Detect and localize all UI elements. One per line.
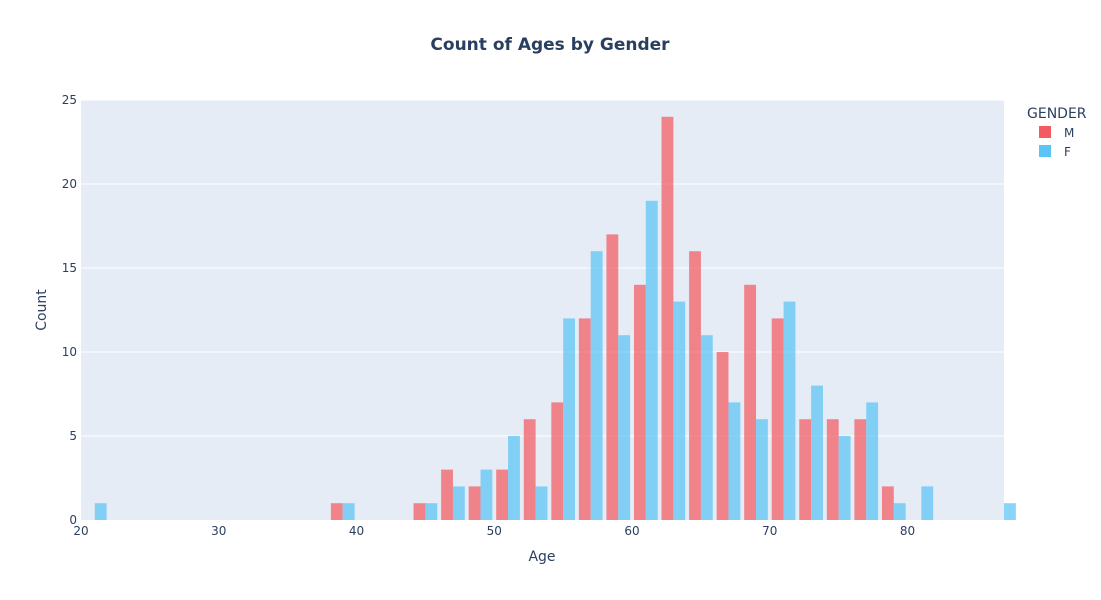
bar-m-44[interactable] <box>413 503 426 520</box>
bar-m-46[interactable] <box>441 469 453 520</box>
bar-f-56[interactable] <box>590 251 603 520</box>
bar-m-72[interactable] <box>799 419 812 520</box>
bar-f-80[interactable] <box>921 486 934 520</box>
legend-title: GENDER <box>1027 106 1087 122</box>
y-axis-ticks: 0 5 10 15 20 25 <box>62 93 77 527</box>
bar-m-70[interactable] <box>771 318 784 520</box>
legend-label-f: F <box>1064 145 1071 159</box>
x-axis-label: Age <box>528 549 555 565</box>
bar-f-72[interactable] <box>811 385 823 520</box>
bar-m-60[interactable] <box>633 284 646 520</box>
legend-label-m: M <box>1064 126 1074 140</box>
legend-item-m[interactable]: M <box>1039 126 1074 140</box>
bar-m-50[interactable] <box>496 469 509 520</box>
chart-title: Count of Ages by Gender <box>430 35 670 55</box>
bar-m-78[interactable] <box>881 486 894 520</box>
bar-f-50[interactable] <box>508 436 520 520</box>
bar-f-52[interactable] <box>535 486 548 520</box>
legend-item-f[interactable]: F <box>1039 145 1071 159</box>
legend-swatch-m <box>1039 126 1051 138</box>
bar-m-54[interactable] <box>551 402 564 520</box>
y-tick-label: 10 <box>62 345 77 359</box>
bar-m-58[interactable] <box>606 234 619 520</box>
y-tick-label: 0 <box>69 513 77 527</box>
x-tick-label: 60 <box>624 524 639 538</box>
x-tick-label: 70 <box>762 524 777 538</box>
bar-m-76[interactable] <box>854 419 867 520</box>
bar-f-20[interactable] <box>94 503 107 520</box>
bar-m-62[interactable] <box>661 116 674 521</box>
bar-f-74[interactable] <box>838 436 851 520</box>
y-tick-label: 5 <box>69 429 77 443</box>
bar-m-68[interactable] <box>744 284 757 520</box>
x-tick-label: 30 <box>211 524 226 538</box>
y-axis-label: Count <box>34 289 50 331</box>
bar-m-64[interactable] <box>689 251 701 520</box>
bar-f-66[interactable] <box>728 402 741 520</box>
x-tick-label: 40 <box>349 524 364 538</box>
bar-f-62[interactable] <box>673 301 686 520</box>
bar-m-52[interactable] <box>523 419 536 520</box>
bar-f-70[interactable] <box>783 301 796 520</box>
bar-f-68[interactable] <box>756 419 768 520</box>
bar-m-38[interactable] <box>330 503 343 520</box>
x-tick-label: 80 <box>900 524 915 538</box>
bar-f-38[interactable] <box>342 503 355 520</box>
bar-f-76[interactable] <box>866 402 879 520</box>
x-tick-label: 20 <box>73 524 88 538</box>
x-tick-label: 50 <box>487 524 502 538</box>
bar-m-66[interactable] <box>716 352 729 520</box>
bar-f-60[interactable] <box>645 200 658 521</box>
y-tick-label: 15 <box>62 261 77 275</box>
bar-m-74[interactable] <box>826 419 839 520</box>
bar-f-58[interactable] <box>618 335 631 520</box>
legend-swatch-f <box>1039 145 1051 157</box>
bar-m-48[interactable] <box>468 486 481 520</box>
bars <box>94 116 1016 521</box>
y-tick-label: 25 <box>62 93 77 107</box>
bar-m-56[interactable] <box>578 318 591 520</box>
bar-f-86[interactable] <box>1004 503 1016 520</box>
bar-f-78[interactable] <box>893 503 906 520</box>
legend: GENDER M F <box>1027 106 1087 159</box>
bar-f-44[interactable] <box>425 503 438 520</box>
bar-f-54[interactable] <box>563 318 576 520</box>
bar-f-46[interactable] <box>452 486 465 520</box>
x-axis-ticks: 20 30 40 50 60 70 80 <box>73 524 915 538</box>
bar-f-64[interactable] <box>700 335 713 520</box>
y-tick-label: 20 <box>62 177 77 191</box>
bar-f-48[interactable] <box>480 469 493 520</box>
